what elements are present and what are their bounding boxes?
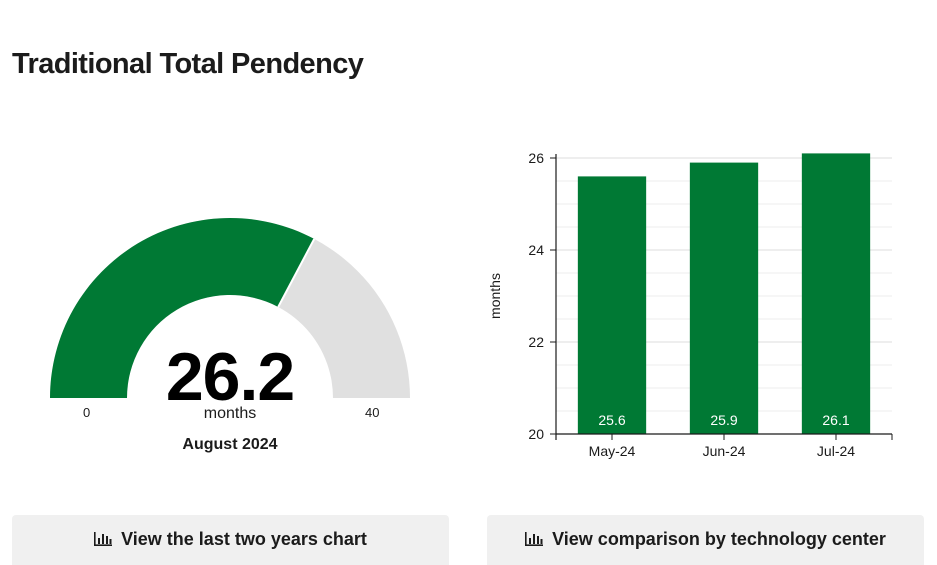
gauge-fill [50, 217, 315, 398]
view-comparison-label: View comparison by technology center [552, 528, 886, 549]
view-two-years-chart-button[interactable]: View the last two years chart [12, 515, 449, 565]
x-tick-label: May-24 [589, 443, 636, 459]
gauge-value: 26.2 [165, 339, 295, 415]
gauge-graphic [50, 217, 410, 398]
bar-jul-24 [801, 153, 871, 434]
y-tick-label: 26 [528, 150, 544, 166]
y-axis-label: months [487, 273, 503, 319]
pendency-gauge: 26.2 months 0 40 August 2024 [0, 0, 470, 500]
y-tick-label: 22 [528, 334, 544, 350]
bar-value-label: 25.9 [710, 412, 737, 428]
gauge-unit: months [203, 405, 257, 422]
gauge-separator [277, 238, 316, 308]
gauge-max-label: 40 [365, 405, 380, 420]
bar-chart-icon [94, 532, 113, 546]
gauge-period: August 2024 [182, 436, 278, 453]
bar-may-24 [577, 176, 647, 434]
bar-jun-24 [689, 162, 759, 434]
x-tick-label: Jun-24 [703, 443, 746, 459]
view-comparison-button[interactable]: View comparison by technology center [487, 515, 924, 565]
y-tick-label: 24 [528, 242, 544, 258]
view-two-years-chart-label: View the last two years chart [121, 528, 367, 549]
x-tick-label: Jul-24 [817, 443, 855, 459]
bar-chart-icon [525, 532, 544, 546]
gauge-min-label: 0 [83, 405, 91, 420]
y-tick-label: 20 [528, 426, 544, 442]
page-title: Traditional Total Pendency [12, 48, 364, 80]
pendency-bar-chart: 25.6 May-24 25.9 Jun-24 26.1 Jul-24 20 22 24 26 mo… [487, 150, 893, 459]
bar-value-label: 26.1 [822, 412, 849, 428]
bar-value-label: 25.6 [598, 412, 625, 428]
